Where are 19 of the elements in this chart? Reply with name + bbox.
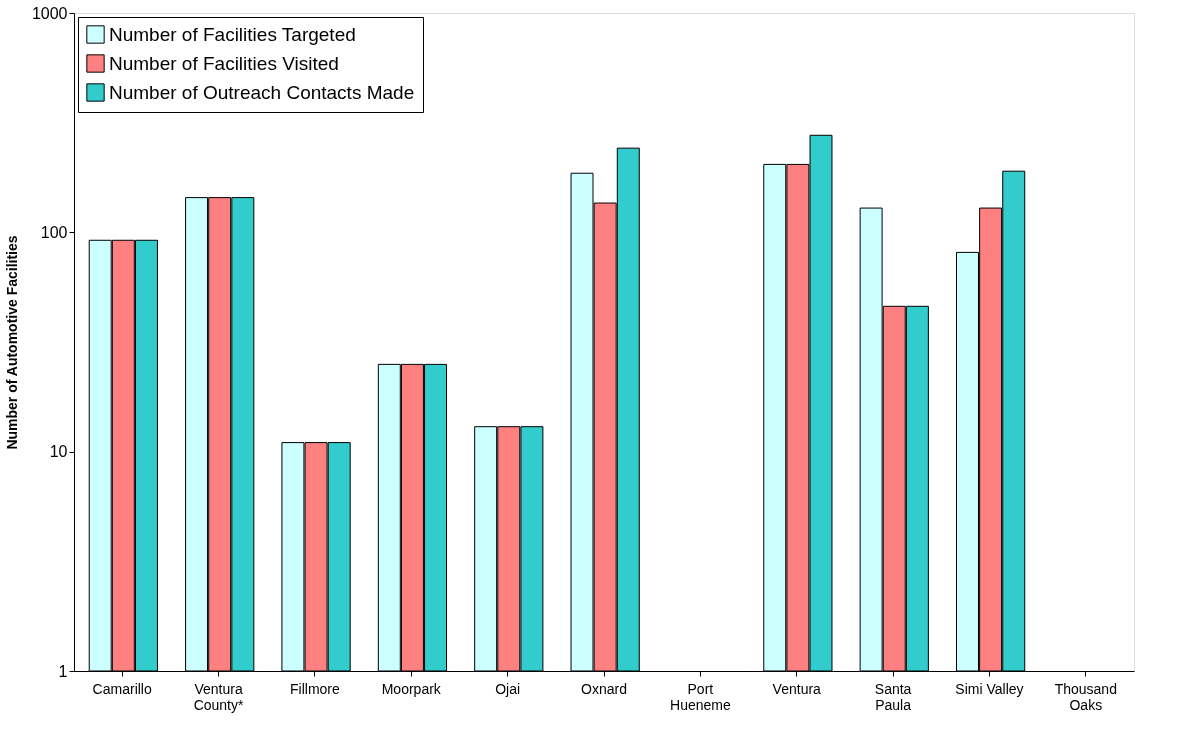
y-axis-title: Number of Automotive Facilities (3, 235, 20, 450)
x-tick-label: Ventura (772, 680, 822, 697)
legend-label: Number of Facilities Visited (109, 52, 339, 74)
x-tick-label: Ventura County* (193, 680, 244, 713)
x-tick-label: Moorpark (381, 680, 442, 697)
x-tick-label: Oxnard (581, 680, 627, 697)
y-tick-label: 1 (58, 662, 68, 680)
x-tick-label: Simi Valley (955, 680, 1024, 697)
y-tick-label: 1000 (31, 4, 68, 22)
y-tick-label: 100 (40, 223, 68, 241)
x-tick-label: Santa Paula (874, 680, 912, 713)
x-tick-label: Ojai (495, 680, 521, 697)
x-tick-label: Camarillo (92, 680, 152, 697)
legend-label: Number of Facilities Targeted (109, 23, 356, 45)
legend-label: Number of Outreach Contacts Made (109, 81, 415, 103)
y-tick-label: 10 (49, 443, 68, 461)
x-tick-label: Fillmore (290, 680, 341, 697)
x-tick-label: Thousand Oaks (1054, 680, 1117, 713)
x-tick-label: Port Hueneme (670, 680, 731, 713)
